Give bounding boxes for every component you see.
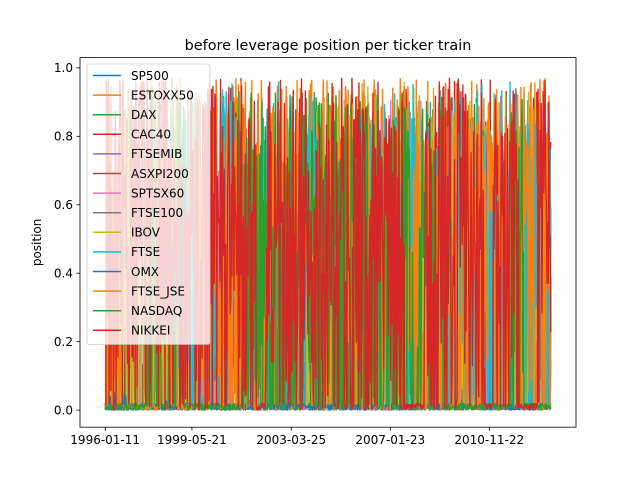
- x-axis: 1996-01-11 1999-05-21 2003-03-25 2007-01-23…: [70, 427, 524, 447]
- legend-box: [86, 63, 211, 345]
- y-tick-label: 0.2: [54, 335, 73, 349]
- legend-label: FTSE: [131, 245, 160, 259]
- y-tick-label: 0.6: [54, 198, 73, 212]
- legend-label: SPTSX60: [131, 186, 184, 200]
- x-tick-label: 1999-05-21: [157, 433, 227, 447]
- legend-label: NIKKEI: [131, 324, 170, 338]
- y-tick-label: 0.4: [54, 267, 73, 281]
- legend: SP500 ESTOXX50 DAX CAC40 FTSEMIB ASXPI200 SPTS…: [86, 63, 211, 345]
- legend-label: ESTOXX50: [131, 88, 194, 102]
- y-axis: 0.0 0.2 0.4 0.6 0.8 1.0: [54, 61, 80, 417]
- legend-label: OMX: [131, 265, 159, 279]
- x-tick-label: 1996-01-11: [70, 433, 140, 447]
- plot-frame: [79, 57, 577, 428]
- y-tick-label: 0.0: [54, 403, 73, 417]
- x-tick-label: 2010-11-22: [454, 433, 524, 447]
- legend-label: ASXPI200: [131, 167, 189, 181]
- legend-label: FTSEMIB: [131, 147, 182, 161]
- x-tick-label: 2007-01-23: [355, 433, 425, 447]
- legend-label: DAX: [131, 108, 156, 122]
- legend-label: FTSE100: [131, 206, 183, 220]
- legend-label: SP500: [131, 69, 169, 83]
- y-tick-label: 0.8: [54, 130, 73, 144]
- x-tick-label: 2003-03-25: [256, 433, 326, 447]
- legend-label: NASDAQ: [131, 304, 182, 318]
- legend-label: IBOV: [131, 226, 161, 240]
- chart-title: before leverage position per ticker trai…: [185, 38, 472, 54]
- y-axis-label: position: [30, 219, 44, 267]
- legend-label: FTSE_JSE: [131, 284, 185, 298]
- legend-label: CAC40: [131, 128, 171, 142]
- y-tick-label: 1.0: [54, 61, 73, 75]
